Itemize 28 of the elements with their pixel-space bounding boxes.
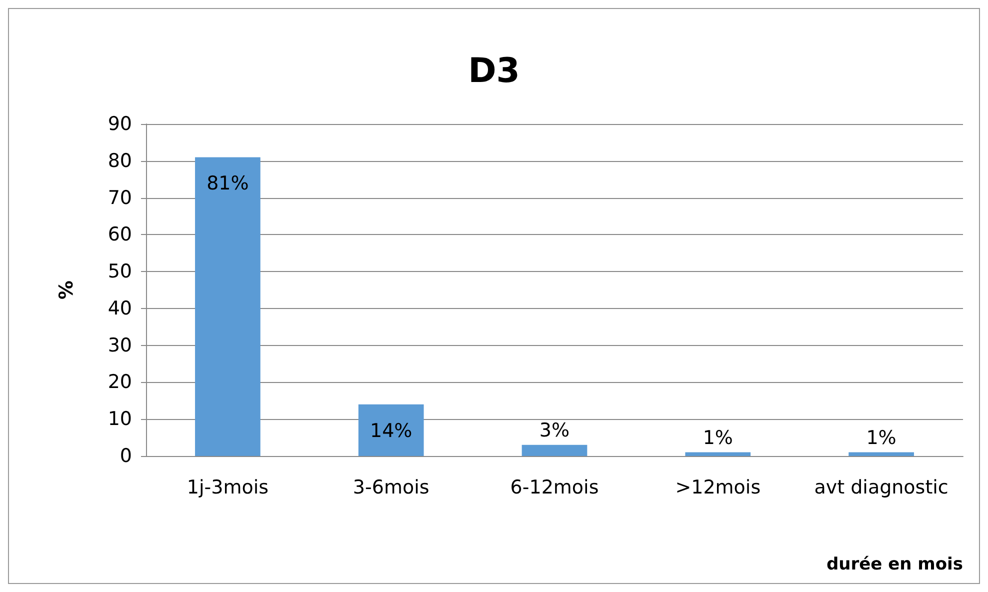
x-tick-label: >12mois: [675, 476, 761, 498]
y-tick-label: 50: [108, 260, 132, 283]
x-tick-label: 6-12mois: [510, 476, 599, 498]
bar: [848, 452, 914, 456]
y-tick-label: 60: [108, 224, 132, 246]
bar: [522, 444, 588, 456]
y-tick-label: 20: [108, 371, 132, 394]
bar: [358, 404, 424, 456]
x-tick-label: 1j-3mois: [186, 476, 269, 498]
y-tick-label: 80: [108, 150, 132, 172]
y-tick-label: 40: [108, 297, 132, 320]
data-label: 14%: [370, 420, 412, 442]
data-label: 1%: [702, 426, 733, 449]
data-label: 3%: [539, 419, 570, 442]
bar: [685, 452, 751, 456]
bar: [195, 157, 260, 456]
y-tick-label: 0: [120, 445, 132, 467]
x-axis-title: durée en mois: [826, 554, 963, 574]
y-tick-label: 10: [108, 408, 132, 430]
chart-title: D3: [468, 51, 520, 91]
x-tick-label: avt diagnostic: [814, 476, 948, 498]
data-label: 1%: [866, 426, 896, 449]
y-tick-label: 30: [108, 334, 132, 356]
y-tick-label: 90: [108, 113, 132, 135]
data-label: 81%: [206, 172, 249, 195]
x-tick-label: 3-6mois: [352, 476, 430, 498]
y-axis-title: %: [56, 280, 78, 300]
y-tick-label: 70: [108, 186, 132, 209]
